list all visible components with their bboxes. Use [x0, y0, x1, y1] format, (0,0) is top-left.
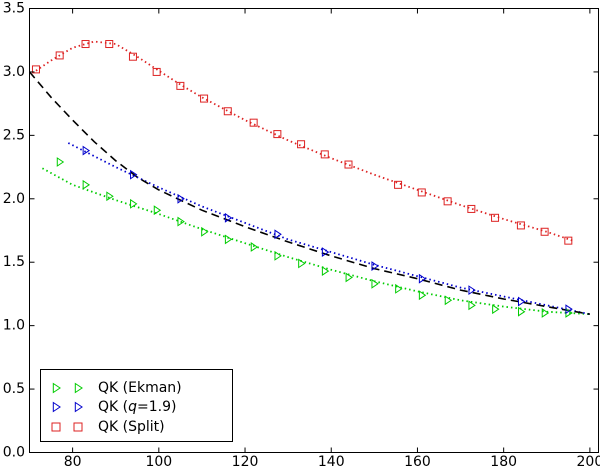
- legend-marker-2: [51, 422, 61, 432]
- y-tick-label: 1.0: [3, 318, 25, 334]
- x-tick-label: 100: [145, 454, 172, 470]
- marker-series-2: [31, 65, 40, 74]
- marker-series-2: [152, 67, 161, 76]
- marker-series-2: [320, 150, 329, 159]
- x-tick-label: 200: [577, 454, 600, 470]
- fit-line-1: [67, 142, 591, 316]
- marker-series-1: [177, 193, 185, 204]
- x-tick-label: 180: [490, 454, 517, 470]
- marker-series-1: [565, 304, 573, 315]
- y-tick-label: 0.5: [3, 381, 25, 397]
- legend: QK (Ekman) QK (q=1.9) QK (Split): [40, 369, 233, 442]
- legend-marker-0: [52, 382, 61, 394]
- marker-series-0: [541, 308, 550, 318]
- y-tick-label: 2.5: [3, 127, 25, 143]
- x-tick-label: 120: [232, 454, 259, 470]
- legend-label-q: QK (q=1.9): [98, 399, 176, 415]
- legend-marker-0: [74, 382, 83, 394]
- x-tick-label: 160: [404, 454, 431, 470]
- marker-series-1: [274, 229, 282, 240]
- marker-series-0: [177, 216, 185, 227]
- fit-line-0: [41, 167, 590, 316]
- marker-series-1: [130, 169, 138, 180]
- data-markers: [31, 40, 573, 318]
- marker-series-0: [153, 205, 162, 216]
- marker-series-1: [321, 247, 330, 257]
- marker-series-2: [200, 94, 209, 103]
- marker-series-0: [224, 234, 233, 245]
- marker-series-0: [395, 283, 403, 294]
- marker-series-2: [516, 221, 525, 230]
- marker-series-2: [443, 197, 452, 206]
- marker-series-0: [201, 226, 209, 237]
- axis-ticks: 80 100 120 140 160 180 200 0.0 0.5 1.0 1.5 2.0 2.5 3.…: [3, 1, 600, 471]
- marker-series-0: [274, 250, 282, 261]
- marker-series-2: [249, 118, 258, 127]
- marker-series-0: [82, 179, 91, 190]
- marker-series-2: [394, 180, 403, 189]
- legend-marker-2: [73, 422, 83, 432]
- marker-series-1: [82, 145, 91, 156]
- marker-series-0: [418, 290, 427, 301]
- marker-series-0: [371, 278, 379, 289]
- marker-series-2: [491, 213, 500, 222]
- marker-series-2: [564, 236, 573, 245]
- marker-series-0: [321, 266, 330, 277]
- marker-series-2: [344, 160, 353, 169]
- marker-series-1: [224, 212, 233, 223]
- y-tick-label: 0.0: [3, 445, 25, 461]
- marker-series-0: [518, 306, 526, 317]
- marker-series-1: [468, 285, 476, 296]
- marker-series-1: [518, 296, 526, 307]
- marker-series-2: [417, 188, 426, 197]
- marker-series-1: [418, 273, 427, 284]
- marker-series-0: [492, 304, 500, 315]
- marker-series-0: [56, 157, 65, 167]
- marker-series-0: [345, 272, 353, 283]
- marker-series-2: [297, 140, 306, 149]
- marker-series-2: [467, 204, 476, 213]
- marker-series-2: [273, 130, 282, 139]
- marker-series-0: [250, 242, 259, 252]
- marker-series-0: [444, 295, 453, 306]
- legend-markers: [51, 382, 83, 432]
- y-tick-label: 2.0: [3, 191, 25, 207]
- x-tick-label: 140: [318, 454, 345, 470]
- legend-label-split: QK (Split): [98, 419, 165, 435]
- marker-series-1: [371, 261, 379, 271]
- marker-series-2: [128, 52, 137, 61]
- marker-series-0: [298, 258, 306, 269]
- marker-series-2: [55, 51, 64, 60]
- marker-series-2: [540, 227, 549, 236]
- legend-marker-1: [74, 401, 83, 413]
- x-tick-label: 80: [64, 454, 82, 470]
- marker-series-0: [130, 198, 138, 209]
- marker-series-2: [105, 40, 114, 49]
- y-tick-label: 3.5: [3, 1, 25, 17]
- plot-frame: [29, 8, 599, 453]
- marker-series-0: [468, 300, 476, 311]
- legend-label-ekman: QK (Ekman): [98, 380, 182, 396]
- y-tick-label: 1.5: [3, 254, 25, 270]
- fit-lines: [28, 40, 591, 316]
- legend-marker-1: [52, 401, 61, 413]
- marker-series-2: [223, 107, 232, 116]
- y-tick-label: 3.0: [3, 64, 25, 80]
- marker-series-2: [176, 81, 185, 90]
- legend-box: [40, 369, 233, 442]
- marker-series-2: [81, 40, 90, 49]
- marker-series-0: [106, 191, 114, 202]
- model-line-dashed: [28, 71, 591, 315]
